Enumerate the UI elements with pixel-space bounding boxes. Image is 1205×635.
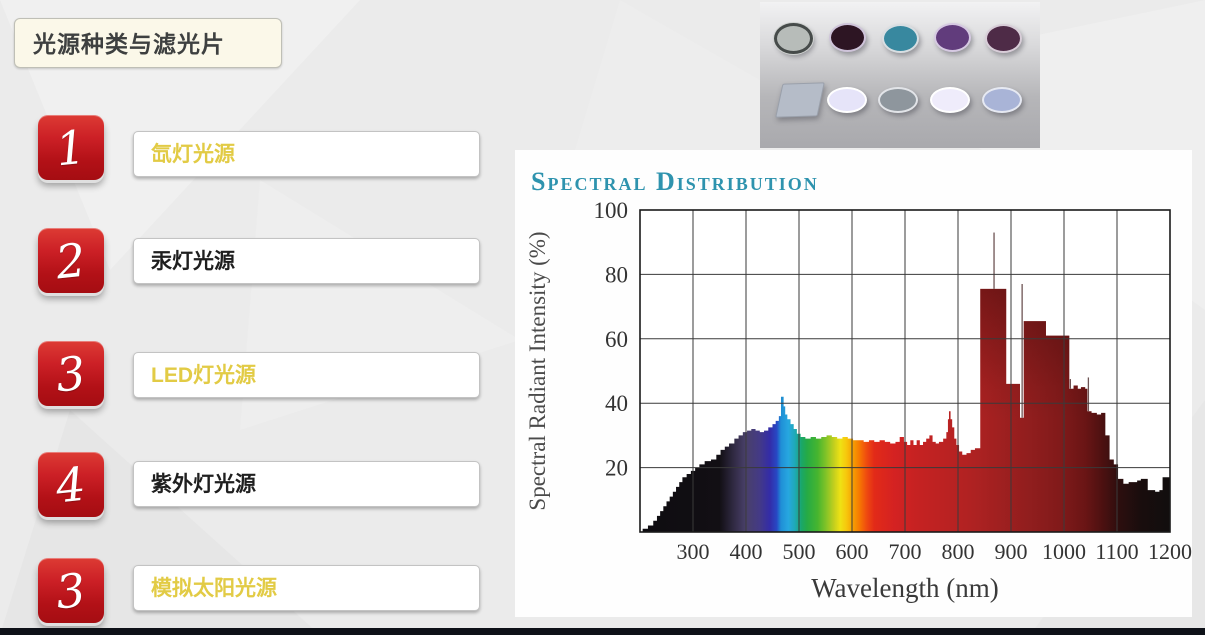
filter-lens-1-3 [881, 23, 919, 53]
y-tick-label: 20 [605, 456, 628, 481]
item-label-3: LED灯光源 [151, 364, 256, 387]
item-number-badge-5: 3 [38, 558, 104, 623]
item-label-box-5: 模拟太阳光源 [133, 565, 480, 611]
y-tick-label: 60 [605, 327, 628, 352]
x-tick-label: 300 [677, 539, 710, 564]
item-number-4: 4 [53, 456, 89, 513]
x-tick-label: 800 [942, 539, 975, 564]
chart-canvas: 20 40 60 80 100 300 400 500 600 700 800 900 1000 1100… [525, 167, 1192, 603]
x-tick-label: 900 [995, 539, 1028, 564]
y-axis-label: Spectral Radiant Intensity (%) [525, 231, 550, 510]
filter-lens-1-1 [773, 22, 813, 54]
filter-lens-2-4 [930, 87, 970, 113]
x-tick-label: 500 [783, 539, 816, 564]
item-label-2: 汞灯光源 [151, 250, 235, 273]
item-label-box-2: 汞灯光源 [133, 238, 480, 284]
x-axis-label: Wavelength (nm) [811, 573, 999, 603]
x-tick-label: 1000 [1042, 539, 1086, 564]
item-label-5: 模拟太阳光源 [151, 577, 277, 600]
item-number-3: 3 [53, 345, 89, 402]
x-tick-label: 700 [889, 539, 922, 564]
chart-title: Spectral Distribution [531, 167, 819, 196]
filter-lens-1-4 [933, 22, 971, 52]
item-number-1: 1 [53, 119, 89, 176]
x-tick-label: 1200 [1148, 539, 1192, 564]
item-number-2: 2 [53, 232, 89, 289]
x-tick-label: 600 [836, 539, 869, 564]
item-label-box-3: LED灯光源 [133, 352, 480, 398]
x-tick-label: 1100 [1095, 539, 1138, 564]
x-tick-label: 400 [730, 539, 763, 564]
y-tick-label: 40 [605, 391, 628, 416]
filter-lens-2-5 [982, 87, 1022, 113]
item-number-badge-2: 2 [38, 228, 104, 293]
item-label-4: 紫外灯光源 [151, 473, 256, 496]
spectral-distribution-chart: 20 40 60 80 100 300 400 500 600 700 800 900 1000 1100… [515, 150, 1192, 617]
filter-glass-square-2-1 [775, 82, 825, 118]
y-tick-label: 80 [605, 262, 628, 287]
filter-lens-1-5 [984, 23, 1022, 53]
y-tick-label: 100 [594, 198, 629, 223]
slide-title-badge: 光源种类与滤光片 [14, 18, 282, 68]
bottom-accent-bar [0, 628, 1205, 635]
item-number-5: 3 [53, 562, 89, 619]
filter-lens-2-2 [827, 87, 867, 113]
item-label-box-4: 紫外灯光源 [133, 461, 480, 507]
item-label-box-1: 氙灯光源 [133, 131, 480, 177]
filter-lens-1-2 [828, 22, 866, 52]
slide-title: 光源种类与滤光片 [33, 31, 225, 57]
filters-photo [760, 2, 1040, 148]
filter-lens-2-3 [878, 87, 918, 113]
item-number-badge-4: 4 [38, 452, 104, 517]
item-number-badge-1: 1 [38, 115, 104, 180]
item-number-badge-3: 3 [38, 341, 104, 406]
item-label-1: 氙灯光源 [151, 143, 235, 166]
